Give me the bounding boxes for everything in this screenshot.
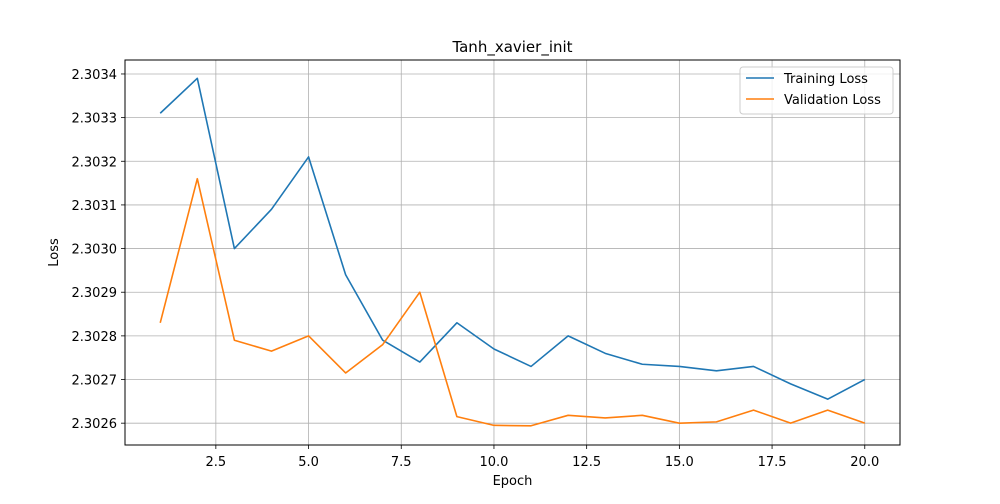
x-tick-label: 20.0 [850, 455, 879, 470]
y-tick-label: 2.3032 [72, 155, 118, 170]
x-axis-ticks: 2.5 5.0 7.5 10.0 12.5 15.0 17.5 20.0 [206, 445, 879, 470]
x-tick-label: 2.5 [206, 455, 227, 470]
gridlines [125, 60, 900, 445]
x-tick-label: 5.0 [298, 455, 319, 470]
y-tick-label: 2.3027 [72, 374, 118, 389]
plot-frame [124, 59, 901, 446]
x-tick-label: 17.5 [758, 455, 787, 470]
x-tick-label: 7.5 [391, 455, 412, 470]
series-line-validation-loss [159, 177, 866, 427]
legend-label-validation-loss: Validation Loss [784, 93, 881, 108]
x-tick-label: 10.0 [479, 455, 508, 470]
legend-box [739, 66, 894, 115]
x-axis-label: Epoch [493, 474, 533, 489]
y-tick-label: 2.3034 [72, 68, 118, 83]
y-tick-label: 2.3026 [72, 417, 118, 432]
chart-title: Tanh_xavier_init [451, 38, 572, 57]
y-tick-label: 2.3033 [72, 112, 118, 127]
y-tick-label: 2.3030 [72, 243, 118, 258]
x-tick-label: 12.5 [572, 455, 601, 470]
y-axis-ticks: 2.3026 2.3027 2.3028 2.3029 2.3030 2.3031 2.30… [72, 68, 125, 432]
y-axis-label: Loss [47, 238, 62, 267]
y-tick-label: 2.3028 [72, 330, 118, 345]
x-tick-label: 15.0 [665, 455, 694, 470]
series-line-training-loss [159, 77, 866, 400]
series-lines [159, 77, 866, 427]
y-tick-label: 2.3029 [72, 286, 118, 301]
y-tick-label: 2.3031 [72, 199, 118, 214]
legend: Training Loss Validation Loss [739, 66, 894, 115]
legend-label-training-loss: Training Loss [783, 72, 868, 87]
